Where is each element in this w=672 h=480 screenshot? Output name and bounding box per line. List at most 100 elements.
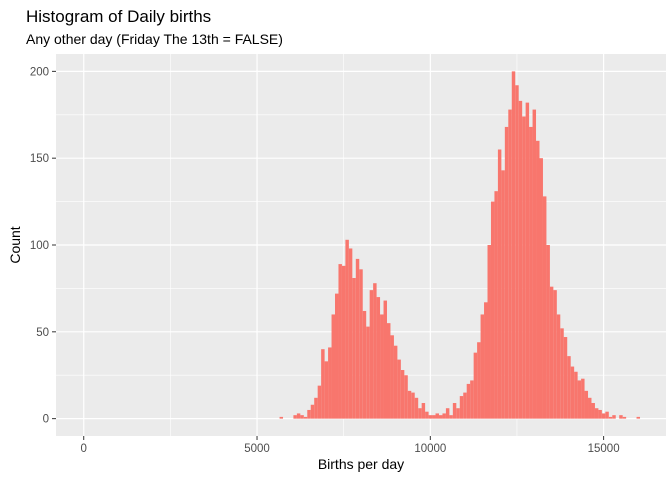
histogram-bar [480, 314, 485, 419]
histogram-bar [542, 196, 547, 419]
histogram-bar [397, 359, 401, 419]
histogram-bar [445, 408, 450, 419]
x-tick-label: 15000 [588, 443, 620, 455]
histogram-bar [442, 413, 446, 419]
histogram-bar [525, 102, 530, 419]
histogram-bar [581, 378, 585, 419]
histogram-bar [438, 415, 443, 419]
histogram-bar [549, 286, 554, 419]
y-tick-label: 150 [30, 153, 49, 165]
histogram-bar [591, 403, 595, 419]
histogram-bar [567, 356, 571, 419]
histogram-bar [470, 380, 474, 419]
histogram-bar [490, 201, 495, 419]
histogram-bar [352, 277, 356, 419]
x-tick-label: 5000 [244, 443, 270, 455]
chart-title: Histogram of Daily births [26, 7, 212, 26]
histogram-bar [484, 302, 488, 419]
histogram-bar [279, 416, 284, 419]
histogram-bar [331, 314, 336, 419]
histogram-bar [515, 85, 519, 419]
histogram-bar [300, 415, 304, 419]
histogram-bar [588, 397, 592, 419]
histogram-bar [622, 416, 627, 419]
x-axis: 0 5000 10000 15000 [81, 436, 620, 455]
histogram-bar [296, 413, 301, 419]
y-tick-label: 0 [43, 414, 49, 426]
histogram-bar [383, 300, 387, 419]
histogram-bar [511, 71, 516, 419]
histogram-bar [341, 265, 346, 419]
histogram-bar [508, 109, 512, 419]
x-axis-title: Births per day [318, 456, 404, 472]
histogram-bar [459, 396, 464, 419]
histogram-bar [310, 404, 315, 419]
histogram-bar [359, 269, 363, 419]
histogram-bar [463, 392, 467, 419]
histogram-bar [376, 297, 381, 419]
histogram-bar [539, 158, 543, 419]
histogram-bar [477, 342, 481, 419]
histogram-bar [584, 390, 589, 419]
histogram-bar [504, 126, 509, 419]
histogram-bar [407, 390, 412, 419]
histogram-bar [556, 314, 561, 419]
histogram-bar [466, 383, 471, 419]
histogram-bar [425, 411, 429, 419]
histogram-bar [373, 283, 377, 419]
y-axis-title: Count [7, 226, 23, 263]
histogram-bar [487, 245, 491, 419]
histogram-bar [612, 415, 616, 419]
y-tick-label: 50 [36, 327, 49, 339]
histogram-bar [636, 416, 641, 419]
histogram-bar [303, 416, 308, 419]
histogram-bar [380, 314, 384, 419]
histogram-bar [518, 100, 523, 419]
histogram-bar [529, 126, 533, 419]
histogram-bar [536, 140, 540, 419]
x-tick-label: 0 [81, 443, 87, 455]
histogram-bar [355, 258, 360, 419]
histogram-bar [532, 109, 537, 419]
histogram-bar [314, 397, 318, 419]
histogram-bar [560, 328, 564, 419]
histogram-bar [432, 415, 436, 419]
histogram-bar [594, 408, 599, 419]
histogram-bar [362, 310, 367, 419]
histogram-bar [563, 337, 568, 419]
histogram-bar [501, 170, 505, 419]
histogram-bar [418, 408, 422, 419]
histogram-bar [553, 290, 557, 419]
histogram-bar [494, 191, 498, 419]
histogram-bar [393, 345, 398, 419]
histogram-bar [321, 349, 325, 419]
y-tick-label: 200 [30, 66, 49, 78]
histogram-bar [421, 403, 426, 419]
histogram-bar [411, 392, 415, 419]
histogram-bar [605, 411, 609, 419]
histogram-bar [435, 413, 439, 419]
histogram-bar [414, 397, 419, 419]
histogram-bar [522, 116, 526, 419]
histogram-bar [473, 352, 478, 419]
histogram-bar [317, 385, 322, 419]
histogram-bar [404, 375, 408, 419]
histogram-bar [369, 290, 374, 419]
histogram-bar [598, 409, 602, 419]
histogram-bar [449, 415, 453, 419]
histogram-bar [324, 361, 329, 419]
y-axis: 0 50 100 150 200 [30, 66, 56, 426]
histogram-bar [452, 403, 457, 419]
histogram-bar [293, 415, 297, 419]
histogram-bar [335, 293, 339, 419]
histogram-bar [345, 239, 349, 419]
histogram-bar [328, 347, 332, 419]
histogram-bar [619, 415, 623, 419]
histogram-bar [386, 323, 391, 419]
histogram-bar [338, 264, 342, 419]
histogram-bar [456, 408, 460, 419]
histogram-bars [279, 71, 641, 419]
histogram-bar [390, 335, 394, 419]
y-tick-label: 100 [30, 240, 49, 252]
